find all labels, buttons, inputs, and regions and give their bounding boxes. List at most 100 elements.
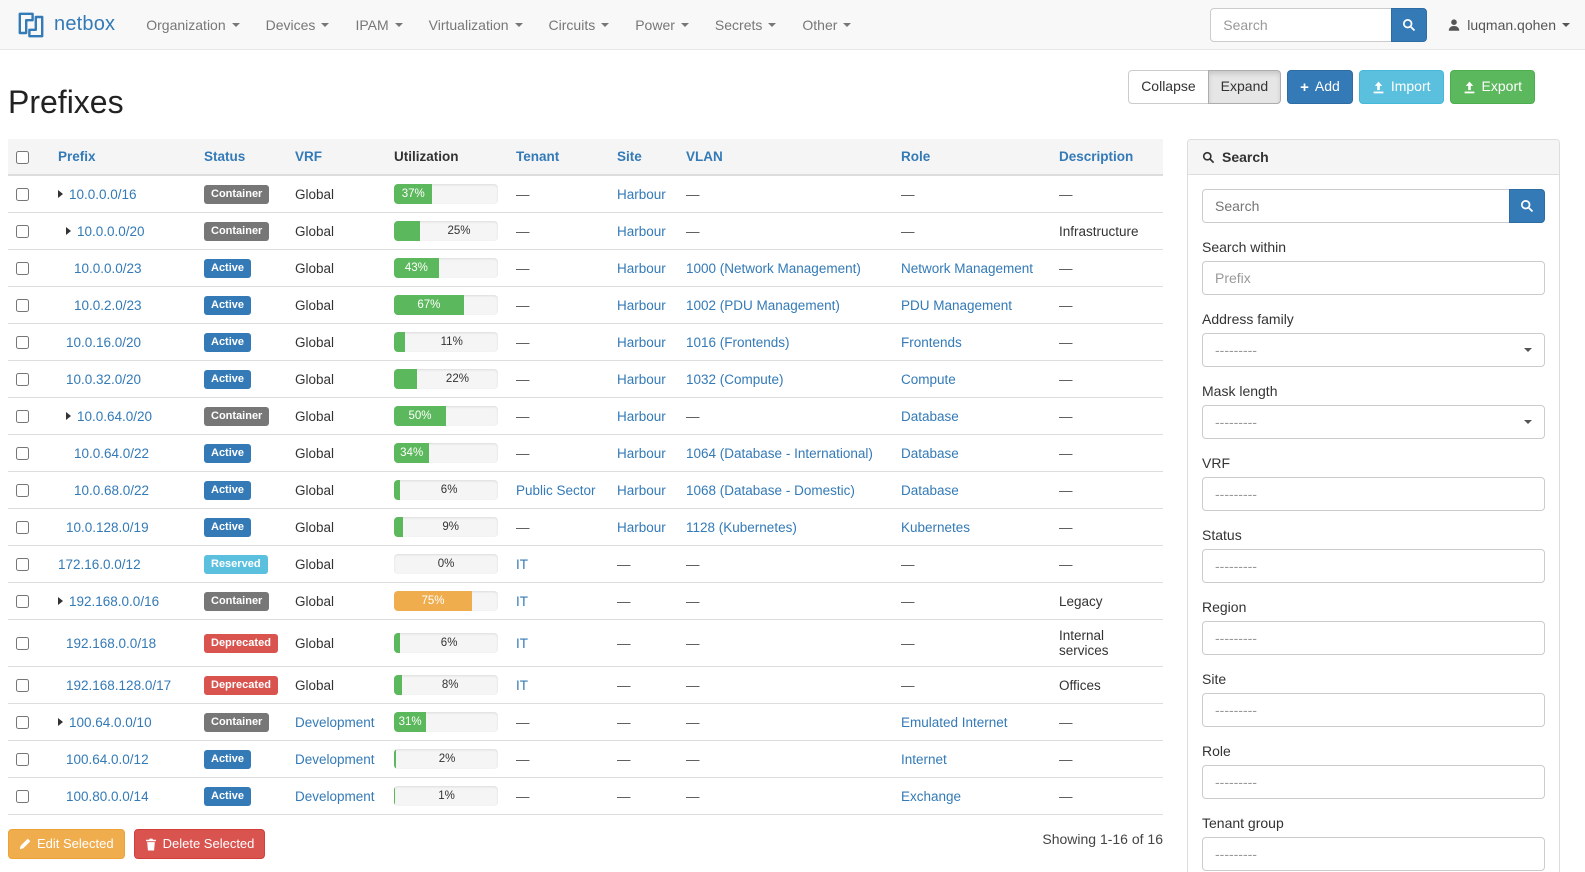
filter-role-select[interactable]: --------- bbox=[1202, 765, 1545, 799]
expand-caret-icon[interactable] bbox=[66, 227, 71, 235]
row-checkbox[interactable] bbox=[16, 753, 29, 767]
nav-item-virtualization[interactable]: Virtualization bbox=[416, 2, 536, 48]
role-link[interactable]: Database bbox=[901, 408, 959, 424]
column-header-role[interactable]: Role bbox=[893, 139, 1051, 176]
nav-item-circuits[interactable]: Circuits bbox=[536, 2, 623, 48]
prefix-link[interactable]: 10.0.16.0/20 bbox=[66, 334, 142, 350]
row-checkbox[interactable] bbox=[16, 716, 29, 730]
expand-caret-icon[interactable] bbox=[58, 597, 63, 605]
row-checkbox[interactable] bbox=[16, 262, 29, 276]
add-button[interactable]: + Add bbox=[1287, 70, 1353, 104]
tenant-link[interactable]: IT bbox=[516, 556, 528, 572]
filter-site-select[interactable]: --------- bbox=[1202, 693, 1545, 727]
prefix-link[interactable]: 100.80.0.0/14 bbox=[66, 788, 149, 804]
row-checkbox[interactable] bbox=[16, 299, 29, 313]
vrf-link[interactable]: Development bbox=[295, 788, 375, 804]
nav-item-ipam[interactable]: IPAM bbox=[342, 2, 415, 48]
site-link[interactable]: Harbour bbox=[617, 334, 666, 350]
vlan-link[interactable]: 1064 (Database - International) bbox=[686, 445, 873, 461]
row-checkbox[interactable] bbox=[16, 373, 29, 387]
filter-search-input[interactable] bbox=[1202, 189, 1510, 223]
role-link[interactable]: PDU Management bbox=[901, 297, 1013, 313]
nav-item-power[interactable]: Power bbox=[622, 2, 702, 48]
site-link[interactable]: Harbour bbox=[617, 223, 666, 239]
column-header-tenant[interactable]: Tenant bbox=[508, 139, 609, 176]
global-search-button[interactable] bbox=[1391, 7, 1428, 42]
row-checkbox[interactable] bbox=[16, 447, 29, 461]
prefix-link[interactable]: 10.0.128.0/19 bbox=[66, 519, 149, 535]
vlan-link[interactable]: 1000 (Network Management) bbox=[686, 260, 861, 276]
row-checkbox[interactable] bbox=[16, 410, 29, 424]
row-checkbox[interactable] bbox=[16, 595, 29, 609]
prefix-link[interactable]: 10.0.64.0/22 bbox=[74, 445, 150, 461]
expand-caret-icon[interactable] bbox=[58, 718, 63, 726]
global-search-input[interactable] bbox=[1210, 7, 1393, 42]
role-link[interactable]: Compute bbox=[901, 371, 956, 387]
select-all-checkbox[interactable] bbox=[16, 150, 29, 164]
prefix-link[interactable]: 10.0.32.0/20 bbox=[66, 371, 142, 387]
site-link[interactable]: Harbour bbox=[617, 371, 666, 387]
row-checkbox[interactable] bbox=[16, 225, 29, 239]
site-link[interactable]: Harbour bbox=[617, 297, 666, 313]
prefix-link[interactable]: 10.0.2.0/23 bbox=[74, 297, 142, 313]
edit-selected-button[interactable]: Edit Selected bbox=[8, 829, 125, 859]
vlan-link[interactable]: 1016 (Frontends) bbox=[686, 334, 790, 350]
role-link[interactable]: Frontends bbox=[901, 334, 962, 350]
site-link[interactable]: Harbour bbox=[617, 260, 666, 276]
prefix-link[interactable]: 10.0.64.0/20 bbox=[77, 408, 153, 424]
vrf-link[interactable]: Development bbox=[295, 751, 375, 767]
site-link[interactable]: Harbour bbox=[617, 482, 666, 498]
role-link[interactable]: Emulated Internet bbox=[901, 714, 1008, 730]
vlan-link[interactable]: 1068 (Database - Domestic) bbox=[686, 482, 855, 498]
role-link[interactable]: Network Management bbox=[901, 260, 1034, 276]
nav-item-other[interactable]: Other bbox=[789, 2, 864, 48]
prefix-link[interactable]: 100.64.0.0/12 bbox=[66, 751, 149, 767]
role-link[interactable]: Database bbox=[901, 445, 959, 461]
nav-item-devices[interactable]: Devices bbox=[253, 2, 343, 48]
row-checkbox[interactable] bbox=[16, 679, 29, 693]
prefix-link[interactable]: 10.0.68.0/22 bbox=[74, 482, 150, 498]
row-checkbox[interactable] bbox=[16, 637, 29, 651]
expand-caret-icon[interactable] bbox=[66, 412, 71, 420]
site-link[interactable]: Harbour bbox=[617, 445, 666, 461]
site-link[interactable]: Harbour bbox=[617, 519, 666, 535]
vrf-link[interactable]: Development bbox=[295, 714, 375, 730]
row-checkbox[interactable] bbox=[16, 558, 29, 572]
tenant-link[interactable]: IT bbox=[516, 677, 528, 693]
role-link[interactable]: Internet bbox=[901, 751, 947, 767]
export-button[interactable]: Export bbox=[1449, 70, 1535, 104]
import-button[interactable]: Import bbox=[1358, 70, 1444, 104]
user-menu[interactable]: luqman.qohen bbox=[1447, 17, 1570, 33]
tenant-link[interactable]: IT bbox=[516, 593, 528, 609]
row-checkbox[interactable] bbox=[16, 521, 29, 535]
filter-search-button[interactable] bbox=[1509, 189, 1545, 223]
role-link[interactable]: Kubernetes bbox=[901, 519, 971, 535]
filter-status-select[interactable]: --------- bbox=[1202, 549, 1545, 583]
nav-item-organization[interactable]: Organization bbox=[133, 2, 252, 48]
vlan-link[interactable]: 1002 (PDU Management) bbox=[686, 297, 840, 313]
column-header-description[interactable]: Description bbox=[1051, 139, 1163, 176]
row-checkbox[interactable] bbox=[16, 484, 29, 498]
prefix-link[interactable]: 10.0.0.0/20 bbox=[77, 223, 145, 239]
filter-tenant-group-select[interactable]: --------- bbox=[1202, 837, 1545, 871]
filter-search-within-input[interactable] bbox=[1202, 261, 1545, 295]
vlan-link[interactable]: 1032 (Compute) bbox=[686, 371, 784, 387]
role-link[interactable]: Exchange bbox=[901, 788, 962, 804]
tenant-link[interactable]: IT bbox=[516, 635, 528, 651]
vlan-link[interactable]: 1128 (Kubernetes) bbox=[686, 519, 797, 535]
filter-vrf-select[interactable]: --------- bbox=[1202, 477, 1545, 511]
prefix-link[interactable]: 192.168.128.0/17 bbox=[66, 677, 172, 693]
prefix-link[interactable]: 192.168.0.0/18 bbox=[66, 635, 157, 651]
prefix-link[interactable]: 10.0.0.0/16 bbox=[69, 186, 137, 202]
site-link[interactable]: Harbour bbox=[617, 408, 666, 424]
column-header-vrf[interactable]: VRF bbox=[287, 139, 386, 176]
netbox-logo[interactable]: netbox bbox=[15, 9, 115, 41]
row-checkbox[interactable] bbox=[16, 336, 29, 350]
role-link[interactable]: Database bbox=[901, 482, 959, 498]
row-checkbox[interactable] bbox=[16, 790, 29, 804]
prefix-link[interactable]: 100.64.0.0/10 bbox=[69, 714, 152, 730]
site-link[interactable]: Harbour bbox=[617, 186, 666, 202]
filter-address-family-select[interactable]: --------- bbox=[1202, 333, 1545, 367]
filter-mask-length-select[interactable]: --------- bbox=[1202, 405, 1545, 439]
column-header-prefix[interactable]: Prefix bbox=[50, 139, 196, 176]
